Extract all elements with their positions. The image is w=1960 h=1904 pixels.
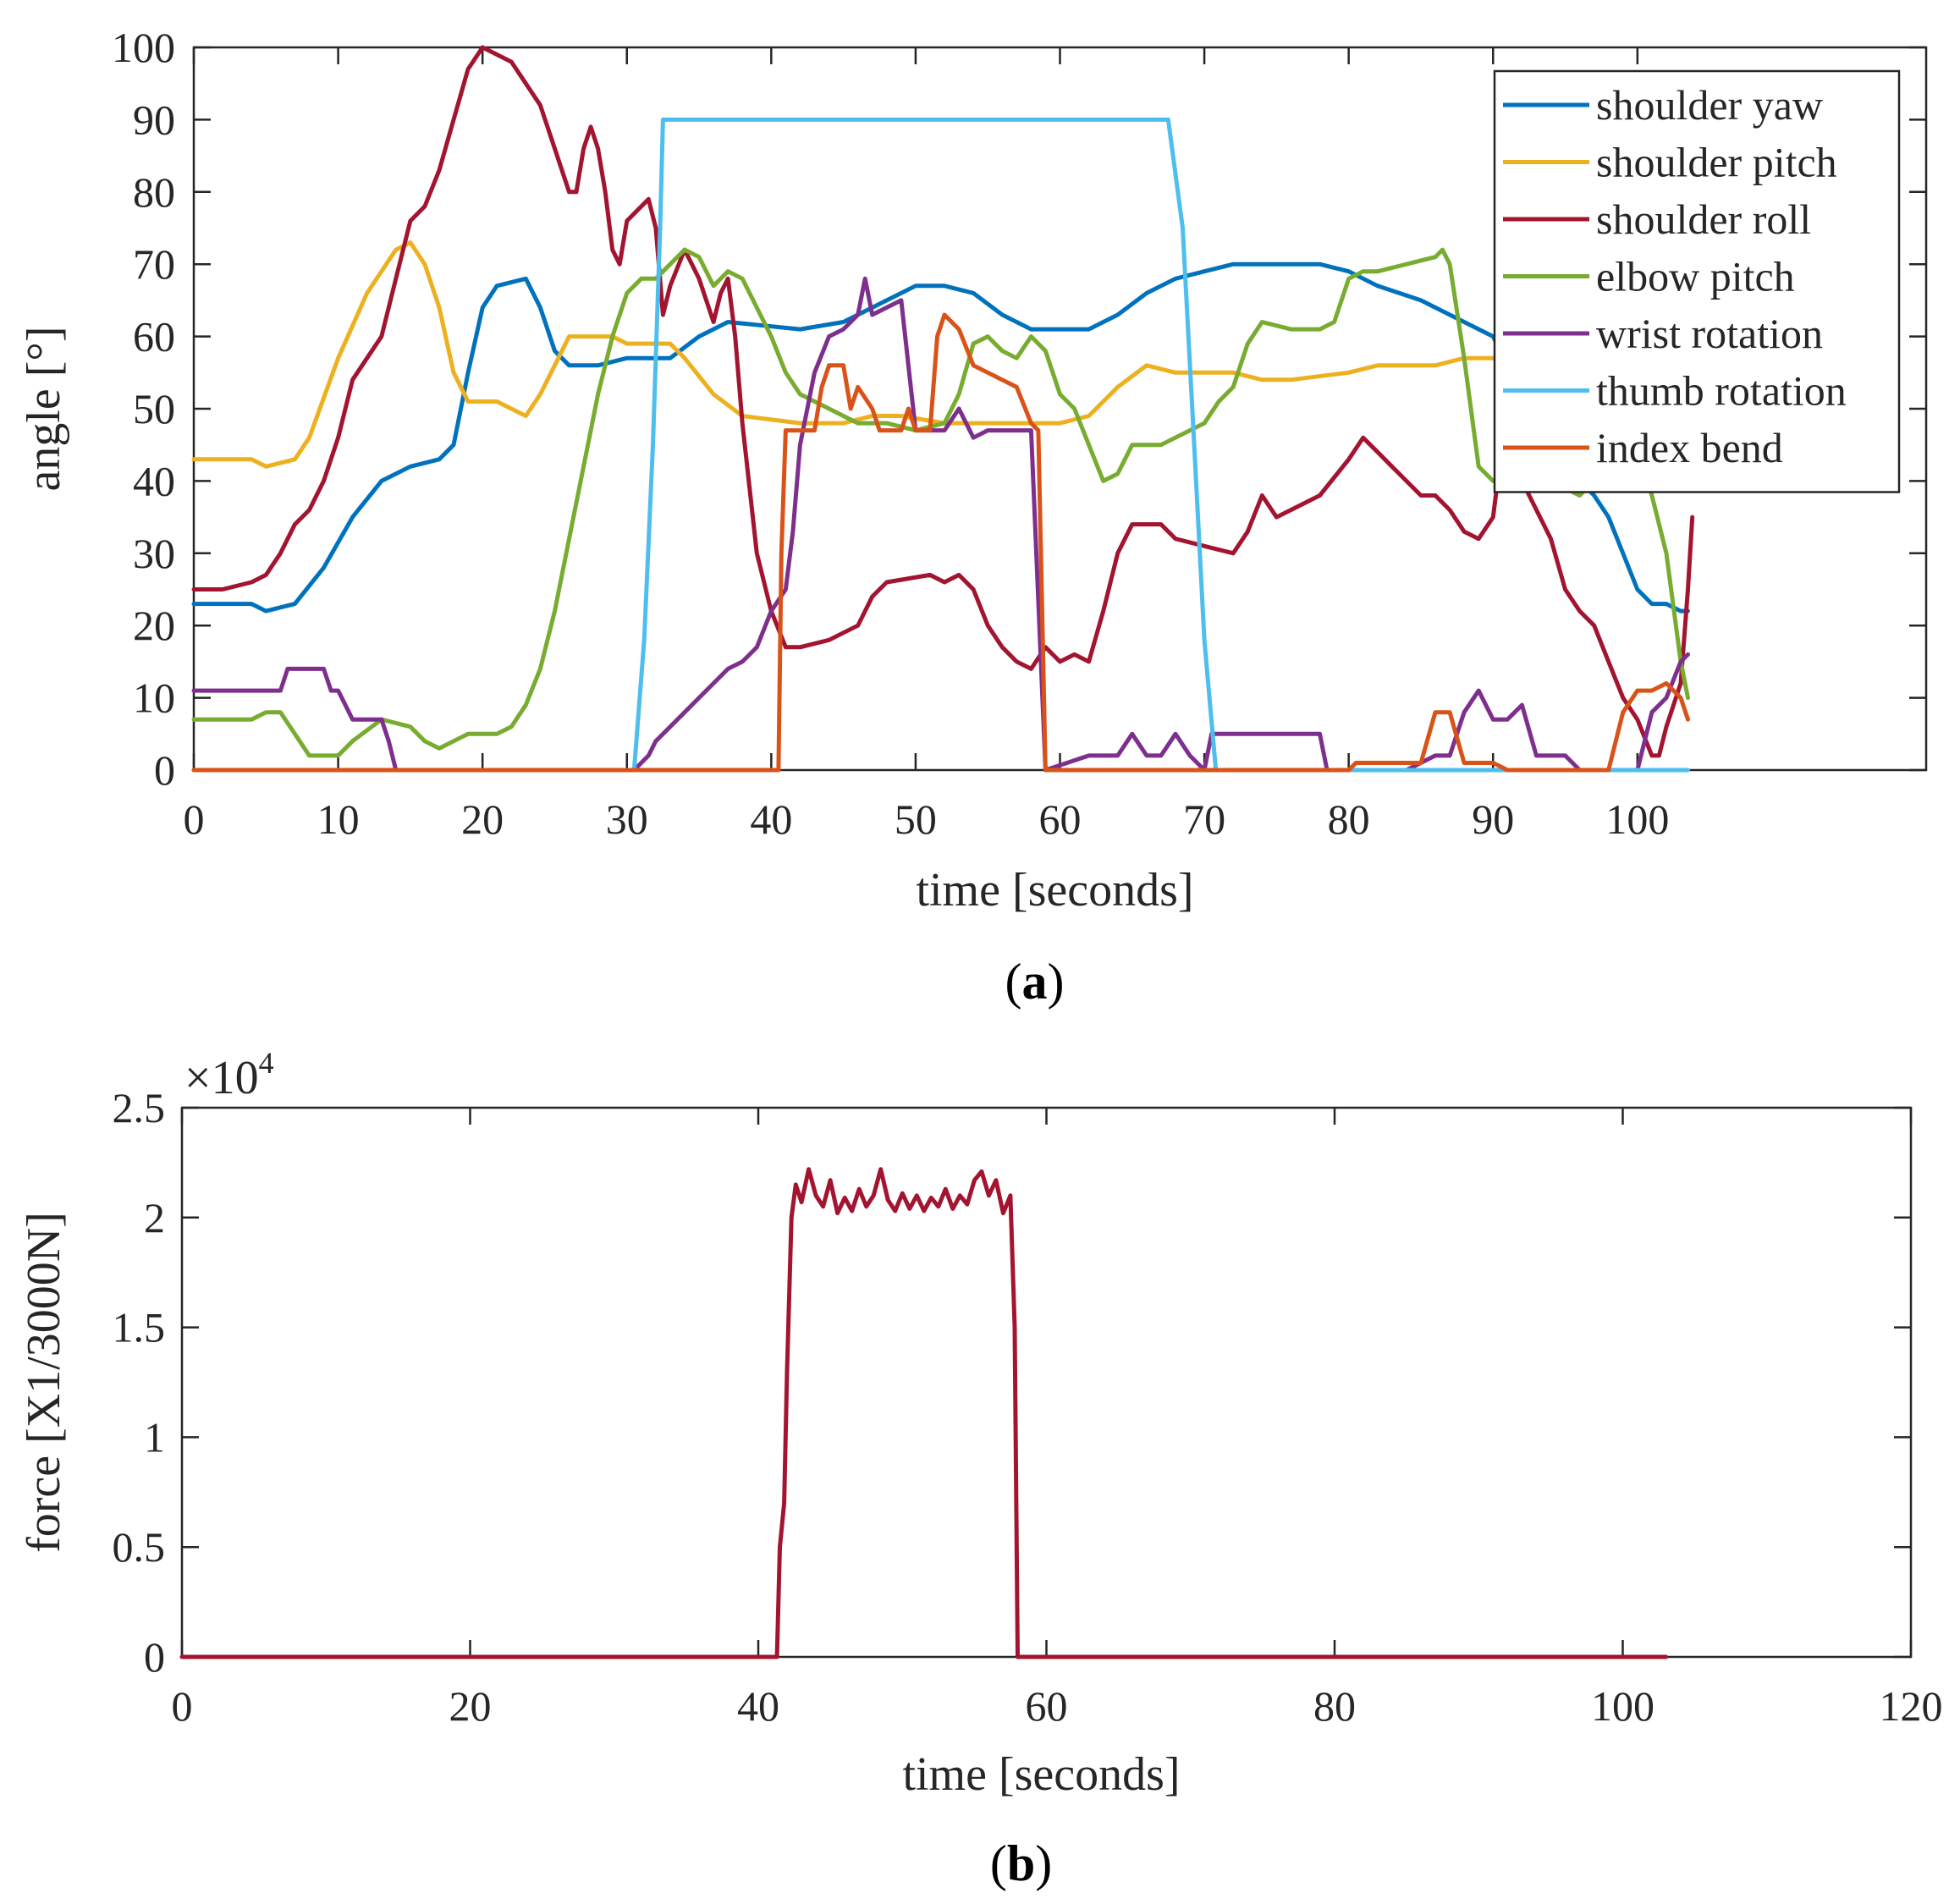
y-tick-label: 2: [144, 1194, 165, 1241]
x-axis-label: time [seconds]: [916, 864, 1193, 916]
legend-entry-label: wrist rotation: [1596, 310, 1823, 357]
series-line-elbow-pitch: [191, 247, 1690, 758]
legend-entry-label: elbow pitch: [1596, 253, 1795, 300]
y-tick-label: 100: [112, 24, 175, 71]
x-tick-label: 60: [1039, 795, 1082, 843]
x-tick-label: 40: [737, 1682, 779, 1730]
y-tick-label: 80: [133, 168, 175, 216]
series-line-shoulder-pitch: [191, 240, 1524, 469]
y-tick-label: 40: [133, 457, 175, 504]
y-tick-label: 60: [133, 313, 175, 360]
x-tick-label: 100: [1591, 1682, 1654, 1730]
x-tick-label: 50: [895, 795, 937, 843]
series-line-shoulder-yaw: [191, 261, 1690, 614]
x-tick-label: 100: [1605, 795, 1669, 843]
y-tick-label: 70: [133, 240, 175, 288]
y-tick-label: 30: [133, 530, 175, 577]
caption-letter: b: [1007, 1835, 1035, 1891]
legend-entry-label: shoulder roll: [1596, 195, 1811, 243]
x-tick-label: 20: [449, 1682, 492, 1730]
legend-entry-label: shoulder yaw: [1596, 81, 1823, 129]
x-axis-label: time [seconds]: [902, 1748, 1180, 1801]
legend-box: [1493, 69, 1901, 493]
x-tick-label: 80: [1313, 1682, 1356, 1730]
x-tick-label: 0: [184, 795, 205, 843]
y-tick-label: 90: [133, 96, 175, 143]
x-tick-label: 20: [461, 795, 504, 843]
y-tick-label: 20: [133, 602, 175, 649]
figure-caption: (a): [1005, 954, 1065, 1010]
y-tick-label: 0: [154, 746, 175, 794]
y-exponent-power: 4: [259, 1046, 274, 1080]
legend: shoulder yaw shoulder pitch shoulder roll e…: [1493, 69, 1901, 493]
legend-entry-label: shoulder pitch: [1596, 139, 1837, 186]
y-tick-label: 2.5: [113, 1084, 166, 1131]
series-line-index-bend: [191, 312, 1690, 773]
y-axis-label: force [X1/3000N]: [18, 1212, 70, 1553]
x-tick-label: 70: [1183, 795, 1225, 843]
plot-area-frame: [180, 1106, 1913, 1659]
x-tick-label: 80: [1328, 795, 1370, 843]
x-tick-label: 120: [1880, 1682, 1943, 1730]
y-exponent-base: ×10: [184, 1052, 259, 1104]
y-exponent-label: ×104: [184, 1046, 274, 1104]
x-tick-label: 0: [172, 1682, 193, 1730]
x-tick-label: 60: [1026, 1682, 1068, 1730]
figure-caption: (b): [990, 1835, 1052, 1891]
y-tick-label: 1: [144, 1413, 165, 1461]
y-tick-label: 0.5: [113, 1523, 166, 1571]
y-axis-label: angle [°]: [18, 327, 70, 492]
series-line-thumb-rotation: [191, 117, 1690, 773]
y-tick-label: 1.5: [113, 1304, 166, 1351]
x-tick-label: 10: [317, 795, 360, 843]
chart-b: 0 20 40 60 80 100 120 0 0.5 1 1.5 2 2.5 ×104 time [sec…: [18, 1046, 1943, 1891]
chart-a: 0 10 20 30 40 50 60 70 80 90 100 0 10 20 30 40 50 60 70 80 9…: [18, 24, 1928, 1010]
caption-letter: a: [1022, 954, 1048, 1010]
x-tick-label: 90: [1472, 795, 1514, 843]
y-tick-label: 50: [133, 385, 175, 432]
series-line-force: [179, 1167, 1669, 1659]
y-tick-label: 0: [144, 1633, 165, 1681]
x-tick-label: 30: [606, 795, 648, 843]
legend-entry-label: index bend: [1596, 424, 1783, 471]
x-tick-label: 40: [750, 795, 792, 843]
y-tick-label: 10: [133, 674, 175, 722]
series-line-shoulder-roll: [191, 45, 1695, 758]
legend-entry-label: thumb rotation: [1596, 367, 1847, 415]
